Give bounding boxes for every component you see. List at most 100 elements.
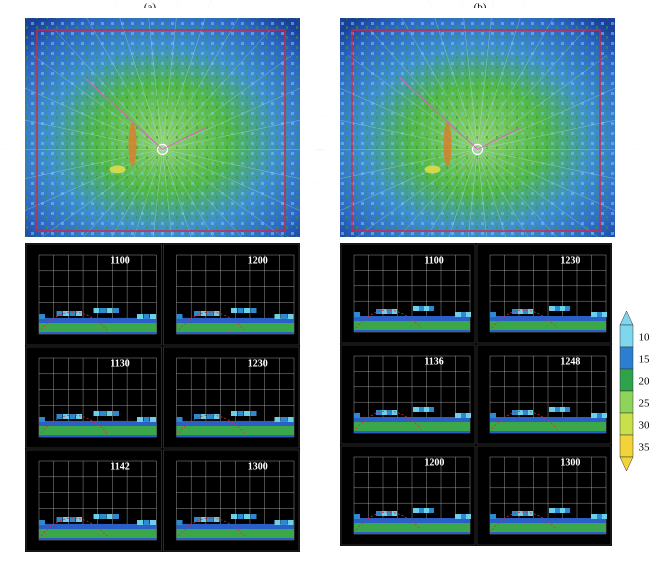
echo-cell <box>460 413 466 418</box>
echo-cell <box>522 410 528 415</box>
radar-ray <box>55 30 163 150</box>
echo-cell <box>517 309 523 314</box>
echo-cell <box>244 308 250 313</box>
echo-cell <box>554 508 560 513</box>
echo-band <box>354 321 470 330</box>
feature-ellipse <box>40 311 108 331</box>
colorbar-label: 20 <box>639 376 651 388</box>
echo-cell <box>63 311 69 316</box>
echo-cell <box>601 413 607 418</box>
section-time: 1300 <box>248 461 268 472</box>
echo-cell <box>76 311 82 316</box>
echo-cell <box>413 508 419 513</box>
echo-cell <box>490 514 496 519</box>
echo-cell <box>418 306 424 311</box>
echo-cell <box>244 411 250 416</box>
echo-cell <box>522 309 528 314</box>
feature-ellipse <box>491 410 558 430</box>
echo-cell <box>428 306 434 311</box>
echo-cell <box>418 407 424 412</box>
section-time: 1100 <box>110 255 129 266</box>
feature-ellipse <box>355 410 422 430</box>
echo-band <box>39 323 157 332</box>
echo-cell <box>428 508 434 513</box>
echo-cell <box>591 514 597 519</box>
echo-cell <box>237 514 244 519</box>
echo-band <box>354 523 470 532</box>
echo-band <box>490 321 606 330</box>
echo-cell <box>391 511 397 516</box>
echo-cell <box>207 517 213 522</box>
colorbar-cap <box>619 310 634 326</box>
echo-cell <box>601 514 607 519</box>
colorbar-label: 25 <box>639 398 651 410</box>
domain-box <box>351 29 601 232</box>
echo-cell <box>39 417 45 422</box>
echo-cell <box>213 517 220 522</box>
echo-cell <box>554 306 560 311</box>
echo-cell <box>93 411 100 416</box>
echo-core <box>109 165 126 174</box>
echo-cell <box>354 312 360 317</box>
radar-mask <box>615 8 630 247</box>
echo-cell <box>381 309 387 314</box>
feature-ellipse <box>491 309 558 329</box>
echo-cell <box>354 514 360 519</box>
echo-cell <box>423 306 429 311</box>
colorbar-segment <box>619 346 634 370</box>
echo-cell <box>250 411 257 416</box>
echo-band <box>490 422 606 431</box>
echo-cell <box>213 414 220 419</box>
radar-ray <box>331 84 478 150</box>
echo-cell <box>194 414 200 419</box>
radar-ray <box>477 149 608 244</box>
echo-cell <box>559 508 565 513</box>
radar-ray <box>477 10 558 150</box>
echo-cell <box>93 308 100 313</box>
feature-ellipse <box>355 309 422 329</box>
echo-cell <box>381 410 387 415</box>
feature-ellipse <box>178 517 245 537</box>
echo-cell <box>231 514 237 519</box>
radar-ray <box>477 84 624 150</box>
radar-ray <box>162 149 293 244</box>
radar-ray <box>16 84 163 150</box>
section-time: 1130 <box>110 358 129 369</box>
radar-ray <box>162 149 309 215</box>
echo-cell <box>381 511 387 516</box>
colorbar-label: 10 <box>639 332 651 344</box>
echo-band <box>354 422 470 431</box>
echo-cell <box>527 410 533 415</box>
colorbar-label: 35 <box>639 442 651 454</box>
echo-band <box>176 323 294 332</box>
echo-cell <box>200 311 207 316</box>
echo-cell <box>455 413 461 418</box>
echo-cell <box>564 306 570 311</box>
radar-ray <box>477 30 585 150</box>
echo-cell <box>596 312 602 317</box>
echo-cell <box>517 511 523 516</box>
echo-cell <box>527 511 533 516</box>
section-time: 1230 <box>560 255 580 266</box>
echo-cell <box>549 508 555 513</box>
echo-cell <box>413 407 419 412</box>
echo-cell <box>591 413 597 418</box>
echo-cell <box>281 520 287 525</box>
echo-cell <box>274 417 281 422</box>
feature-ellipse <box>178 414 245 434</box>
echo-cell <box>200 517 207 522</box>
radar-mask <box>330 8 625 18</box>
radar-ray <box>162 0 212 150</box>
echo-cell <box>423 508 429 513</box>
echo-cell <box>244 514 250 519</box>
echo-cell <box>69 517 76 522</box>
echo-cell <box>601 312 607 317</box>
echo-cell <box>69 414 76 419</box>
echo-cell <box>596 413 602 418</box>
echo-cell <box>527 309 533 314</box>
echo-cell <box>465 312 471 317</box>
radar-texture <box>340 18 615 237</box>
radar-ray <box>32 149 163 244</box>
radar-ray <box>5 149 163 183</box>
echo-cell <box>207 311 213 316</box>
